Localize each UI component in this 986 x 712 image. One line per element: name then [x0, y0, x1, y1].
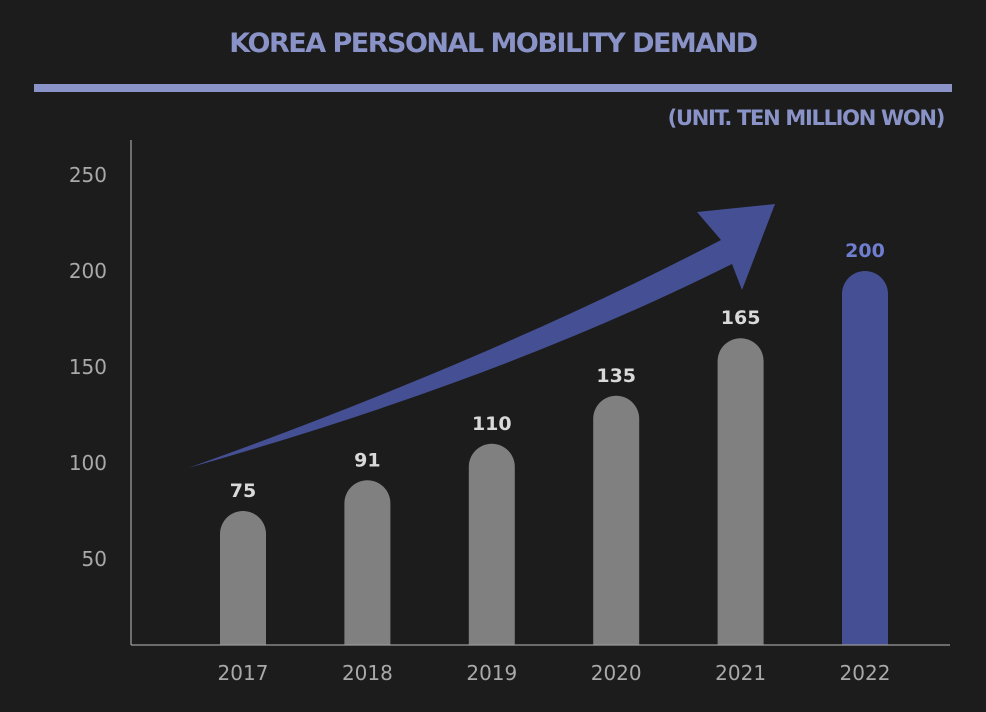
x-tick-label-2017: 2017 — [218, 661, 269, 685]
bar-2021 — [717, 338, 764, 645]
y-tick-label-100: 100 — [69, 451, 107, 475]
x-tick-label-2022: 2022 — [840, 661, 891, 685]
bar-2019 — [468, 443, 515, 645]
unit-label: (UNIT. TEN MILLION WON) — [667, 106, 946, 130]
chart-title: KOREA PERSONAL MOBILITY DEMAND — [229, 28, 758, 59]
x-tick-label-2021: 2021 — [715, 661, 766, 685]
y-tick-label-250: 250 — [69, 163, 107, 187]
x-tick-label-2018: 2018 — [342, 661, 393, 685]
value-label-2018: 91 — [354, 449, 380, 471]
bar-2018 — [344, 480, 391, 645]
value-label-2020: 135 — [596, 365, 636, 387]
value-label-2022: 200 — [845, 240, 885, 262]
y-tick-label-200: 200 — [69, 259, 107, 283]
bar-2020 — [593, 395, 640, 645]
bar-2022 — [842, 271, 888, 645]
value-label-2017: 75 — [230, 480, 256, 502]
y-tick-label-150: 150 — [69, 355, 107, 379]
trend-arrow — [188, 204, 775, 468]
value-label-2019: 110 — [472, 413, 512, 435]
bar-2017 — [220, 511, 266, 645]
x-tick-label-2019: 2019 — [466, 661, 517, 685]
x-tick-label-2020: 2020 — [591, 661, 642, 685]
y-tick-label-50: 50 — [82, 547, 107, 571]
value-label-2021: 165 — [721, 307, 761, 329]
title-underline — [34, 84, 952, 92]
